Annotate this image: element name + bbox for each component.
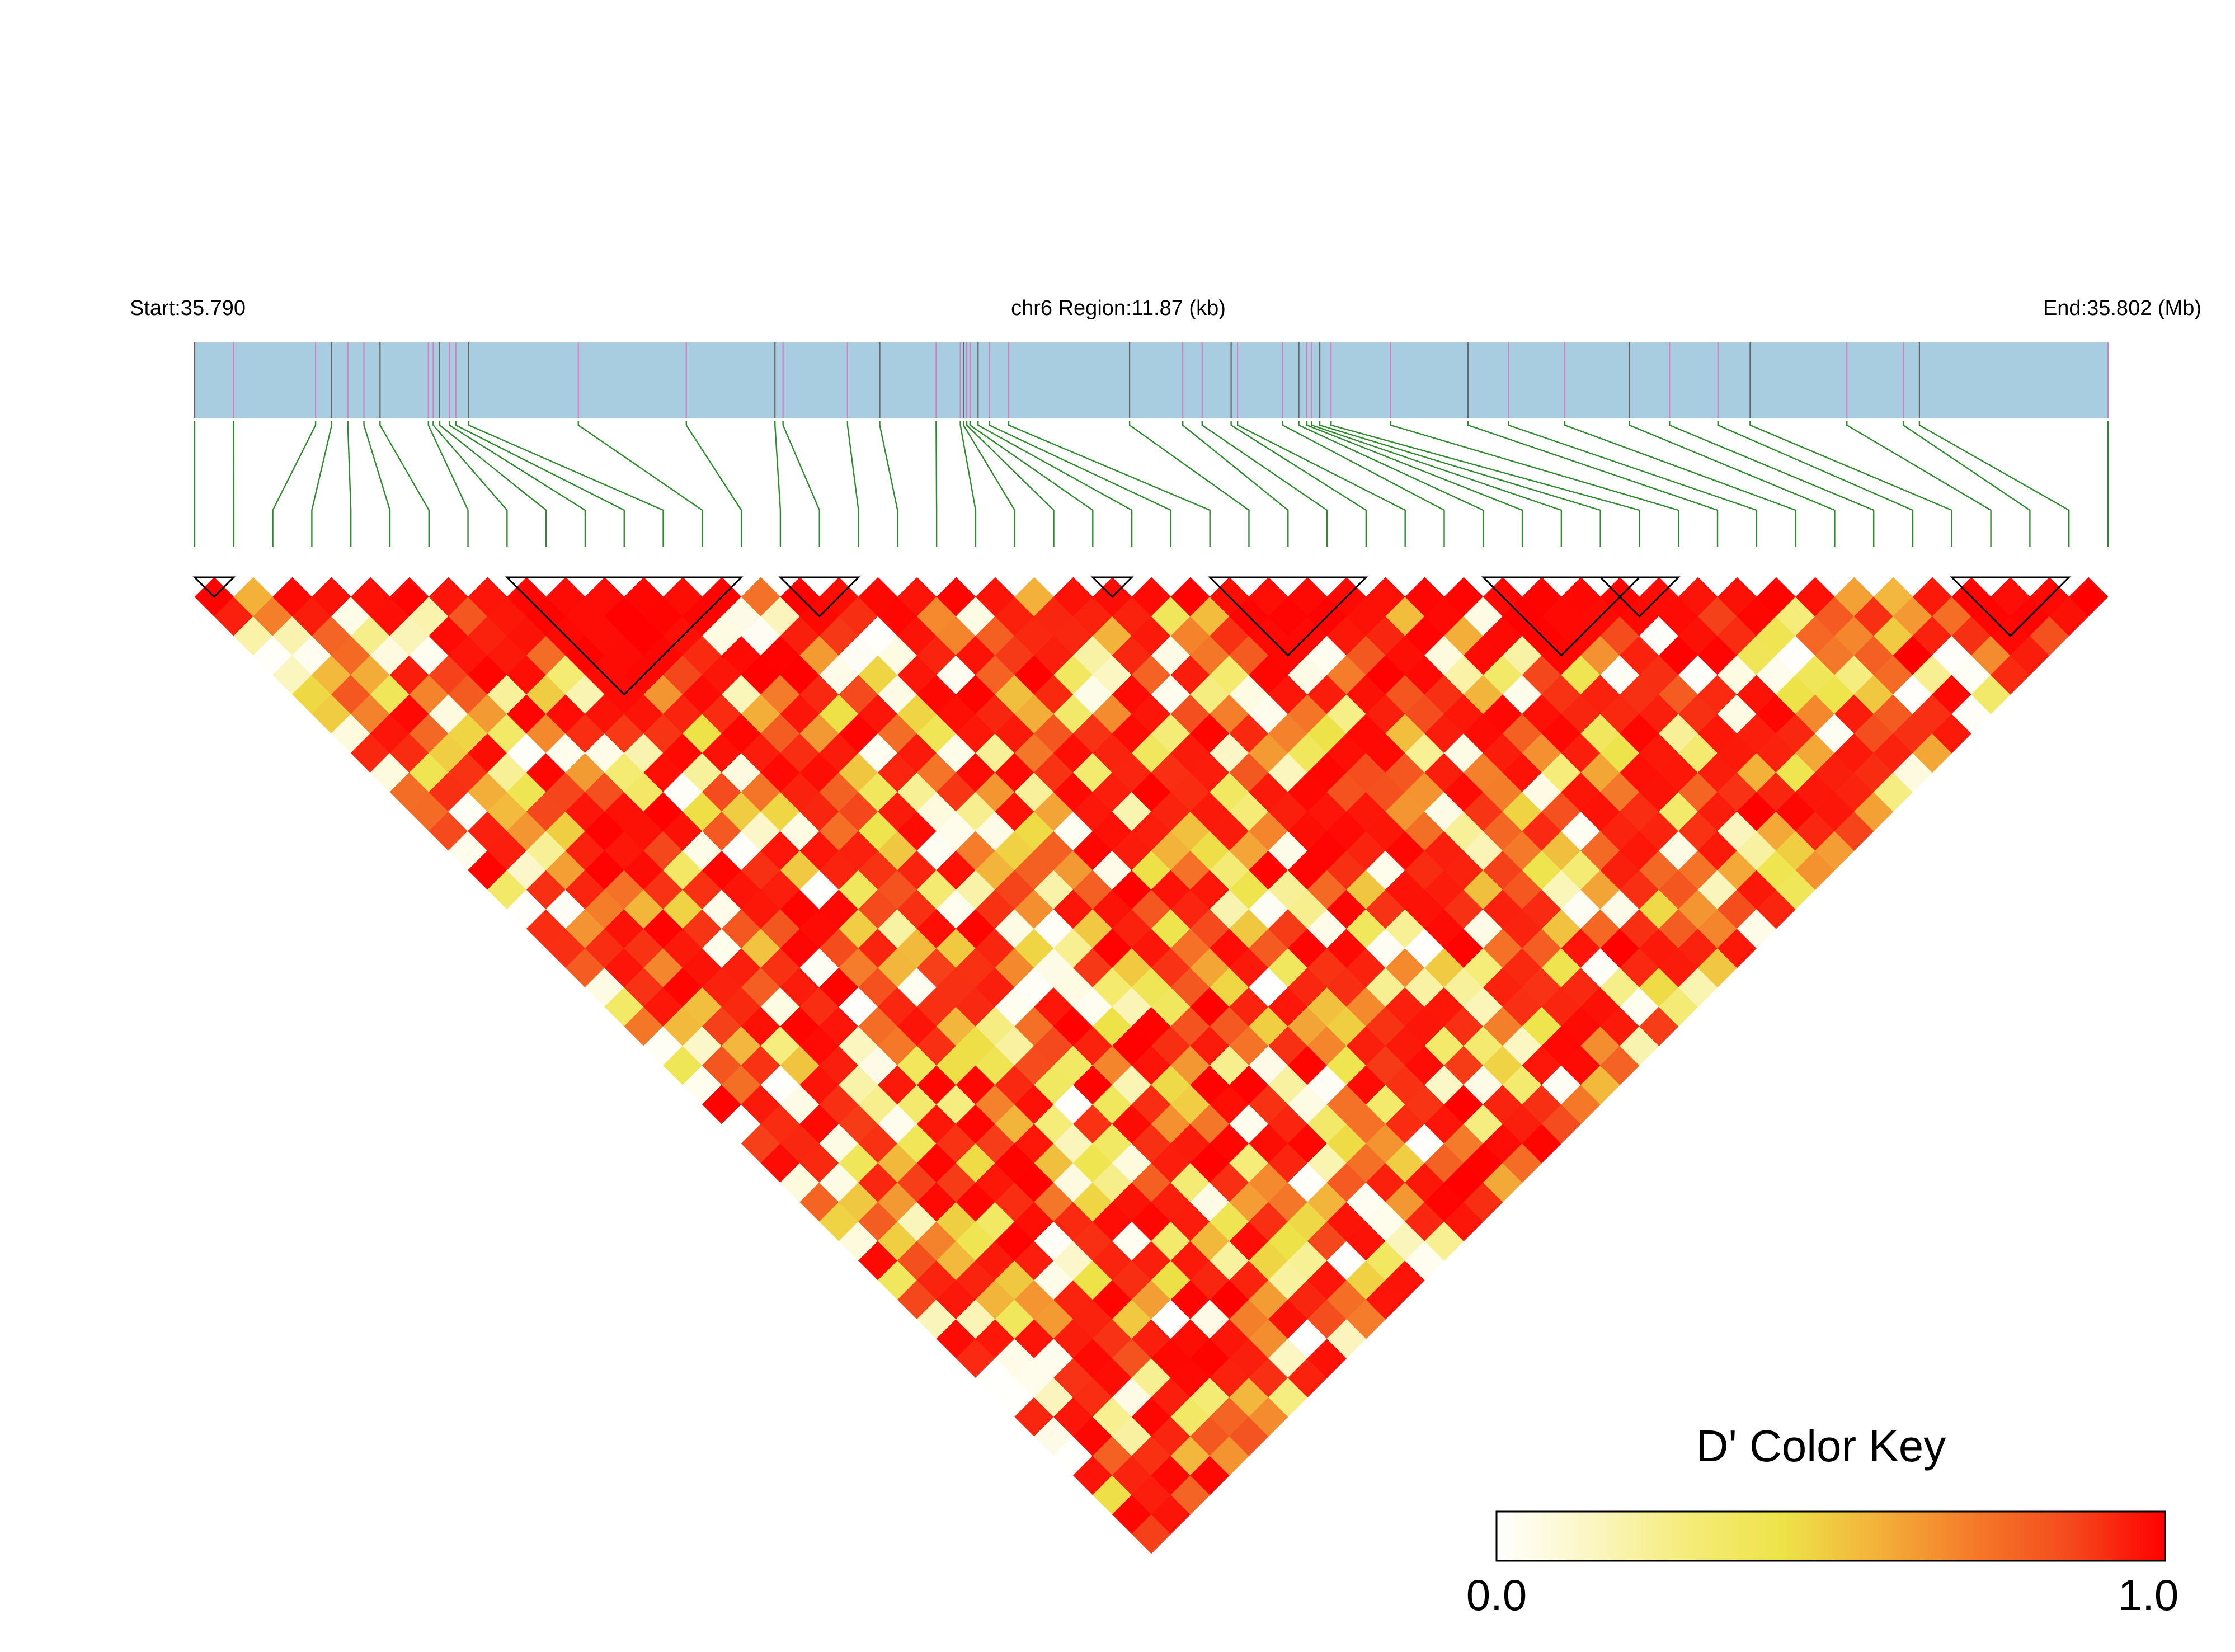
snp-connector — [966, 421, 1055, 547]
color-key-min-label: 0.0 — [1466, 1570, 1527, 1620]
snp-connectors — [194, 421, 2109, 547]
snp-connector — [1717, 421, 1914, 547]
ld-block-outline — [778, 576, 861, 618]
snp-connector — [1311, 421, 1563, 547]
snp-connector — [449, 421, 586, 547]
snp-connector — [935, 421, 938, 547]
snp-connector — [311, 421, 333, 547]
snp-connector — [272, 421, 317, 547]
color-key-gradient — [1495, 1510, 2166, 1562]
snp-connector — [977, 421, 1133, 547]
snp-connector — [774, 421, 782, 547]
region-end-label: End:35.802 (Mb) — [2043, 296, 2201, 320]
snp-connector — [846, 421, 859, 547]
snp-connector — [427, 421, 469, 547]
ld-block-outline — [1481, 576, 1642, 657]
ld-cell — [2068, 577, 2109, 617]
color-key-max-label: 1.0 — [2118, 1570, 2178, 1620]
snp-connector — [879, 421, 898, 547]
snp-connector — [969, 421, 1094, 547]
snp-connector — [1467, 421, 1719, 547]
snp-connector — [1230, 421, 1367, 547]
snp-connector — [1128, 421, 1250, 547]
snp-connector — [1629, 421, 1836, 547]
region-title-label: chr6 Region:11.87 (kb) — [1011, 296, 1226, 320]
snp-connector — [1669, 421, 1875, 547]
snp-connector — [1918, 421, 2070, 547]
snp-connector — [432, 421, 508, 547]
snp-connector — [1564, 421, 1796, 547]
ld-block-outline — [505, 576, 744, 696]
snp-connector — [347, 421, 352, 547]
snp-connector — [1319, 421, 1601, 547]
snp-connector — [379, 421, 430, 547]
snp-connector — [1390, 421, 1679, 547]
ld-block-outline — [1598, 576, 1681, 618]
snp-connector — [1236, 421, 1406, 547]
snp-connector — [685, 421, 742, 547]
ld-block-outlines — [192, 576, 2071, 696]
region-start-label: Start:35.790 — [130, 296, 246, 320]
snp-connector — [577, 421, 703, 547]
snp-connector — [1182, 421, 1289, 547]
snp-connector — [455, 421, 625, 547]
snp-connector — [989, 421, 1172, 547]
snp-connector — [468, 421, 664, 547]
snp-connector — [959, 421, 977, 547]
ld-block-outline — [1090, 576, 1134, 599]
ld-heatmap — [194, 577, 2109, 1554]
snp-connector — [1282, 421, 1445, 547]
ld-block-outline — [192, 576, 236, 599]
snp-connector — [1298, 421, 1484, 547]
ld-block-outline — [1950, 576, 2071, 637]
snp-connector — [1749, 421, 1953, 547]
snp-connector — [1507, 421, 1758, 547]
snp-connector — [1902, 421, 2031, 547]
snp-connector — [782, 421, 820, 547]
region-track — [195, 342, 2108, 418]
ld-block-outline — [1208, 576, 1368, 657]
snp-ticks — [194, 342, 2109, 418]
snp-connector — [1306, 421, 1523, 547]
snp-connector — [1330, 421, 1640, 547]
snp-connector — [363, 421, 391, 547]
color-key-title: D' Color Key — [1696, 1421, 1946, 1471]
snp-connector — [1008, 421, 1211, 547]
snp-connector — [439, 421, 547, 547]
snp-connector — [963, 421, 1015, 547]
snp-connector — [1846, 421, 1992, 547]
snp-connector — [1201, 421, 1328, 547]
snp-connector — [232, 421, 234, 547]
